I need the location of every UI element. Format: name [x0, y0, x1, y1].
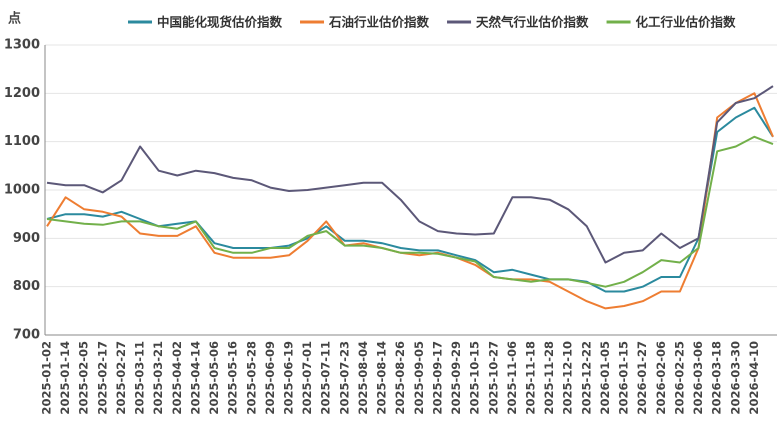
y-tick-label: 700	[13, 328, 40, 343]
x-tick-label: 2025-10-27	[486, 341, 500, 415]
x-tick-label: 2025-08-04	[356, 341, 370, 415]
y-tick-label: 900	[13, 231, 40, 246]
y-axis-label: 点	[8, 11, 21, 27]
x-tick-label: 2025-07-01	[300, 341, 314, 415]
series-line	[46, 85, 774, 264]
x-tick-label: 2025-07-23	[337, 341, 351, 415]
x-tick-label: 2025-05-16	[226, 341, 240, 415]
y-tick-label: 1300	[4, 38, 40, 53]
y-tick-label: 1100	[4, 134, 40, 149]
y-tick-label: 800	[13, 279, 40, 294]
series-line	[46, 135, 774, 288]
x-tick-label: 2026-04-10	[747, 341, 761, 415]
x-tick-label: 2026-01-27	[635, 341, 649, 415]
x-tick-label: 2025-02-17	[95, 341, 109, 415]
x-tick-label: 2026-01-15	[617, 341, 631, 415]
x-tick-label: 2026-03-30	[728, 341, 742, 415]
x-tick-label: 2025-09-05	[412, 341, 426, 415]
x-tick-label: 2025-11-06	[505, 341, 519, 415]
legend-label: 化工行业估价指数	[636, 15, 737, 30]
x-tick-label: 2025-08-14	[375, 341, 389, 415]
x-tick-label: 2025-04-02	[170, 341, 184, 415]
y-tick-label: 1000	[4, 183, 40, 198]
legend-label: 天然气行业估价指数	[476, 15, 589, 30]
x-tick-label: 2025-05-28	[244, 341, 258, 415]
x-tick-label: 2025-04-14	[188, 341, 202, 415]
x-tick-label: 2025-09-29	[449, 341, 463, 415]
x-tick-label: 2025-07-11	[319, 341, 333, 415]
x-tick-label: 2025-10-15	[468, 341, 482, 415]
x-tick-label: 2026-01-05	[598, 341, 612, 415]
x-tick-label: 2026-02-25	[672, 341, 686, 415]
x-tick-label: 2026-03-18	[710, 341, 724, 415]
x-tick-label: 2025-02-27	[114, 341, 128, 415]
x-tick-label: 2025-03-11	[133, 341, 147, 415]
x-tick-label: 2025-12-10	[561, 341, 575, 415]
x-tick-label: 2026-02-06	[654, 341, 668, 415]
x-tick-label: 2025-02-05	[77, 341, 91, 415]
x-tick-label: 2025-11-28	[542, 341, 556, 415]
x-tick-label: 2025-01-14	[58, 341, 72, 415]
series-line	[46, 106, 774, 293]
legend-label: 石油行业估价指数	[328, 15, 430, 30]
series-line	[46, 92, 774, 310]
x-tick-label: 2025-05-06	[207, 341, 221, 415]
y-tick-label: 1200	[4, 86, 40, 101]
x-tick-label: 2025-01-02	[40, 341, 54, 415]
x-tick-label: 2025-06-19	[282, 341, 296, 415]
legend-label: 中国能化现货估价指数	[157, 15, 283, 30]
x-tick-label: 2025-11-18	[524, 341, 538, 415]
x-tick-label: 2025-06-09	[263, 341, 277, 415]
x-tick-label: 2026-03-06	[691, 341, 705, 415]
x-tick-label: 2025-08-26	[393, 341, 407, 415]
x-tick-label: 2025-09-17	[430, 341, 444, 415]
x-tick-label: 2025-03-21	[151, 341, 165, 415]
x-tick-label: 2025-12-22	[579, 341, 593, 415]
